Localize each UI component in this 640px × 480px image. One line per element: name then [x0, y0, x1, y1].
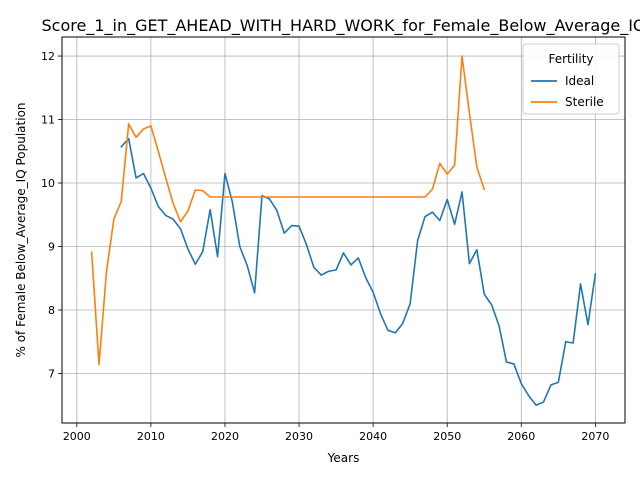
y-tick-label: 7: [48, 367, 55, 380]
x-tick-label: 2040: [359, 430, 387, 443]
y-tick-label: 12: [41, 50, 55, 63]
x-tick-label: 2020: [211, 430, 239, 443]
series-line-ideal: [120, 137, 597, 407]
plot-frame: [61, 36, 626, 424]
y-axis-label: % of Female Below_Average_IQ Population: [14, 102, 28, 357]
x-tick-label: 2000: [63, 430, 91, 443]
legend: Fertility Ideal Sterile: [522, 43, 620, 115]
x-tick-label: 2010: [137, 430, 165, 443]
legend-label-sterile: Sterile: [565, 95, 604, 109]
x-axis-label: Years: [327, 451, 360, 465]
y-tick-label: 11: [41, 114, 55, 127]
legend-title: Fertility: [548, 52, 593, 66]
y-tick-label: 9: [48, 241, 55, 254]
chart-title: Score_1_in_GET_AHEAD_WITH_HARD_WORK_for_…: [42, 16, 640, 36]
x-tick-label: 2060: [507, 430, 535, 443]
axis-ticks: 2000 2010 2020 2030 2040 2050 2060 2070 7 8 9 10 11 1…: [41, 50, 609, 443]
legend-box: [522, 43, 620, 115]
legend-items: Ideal Sterile: [531, 74, 604, 109]
x-tick-label: 2070: [581, 430, 609, 443]
y-tick-label: 8: [48, 304, 55, 317]
x-tick-label: 2030: [285, 430, 313, 443]
y-tick-label: 10: [41, 177, 55, 190]
x-tick-label: 2050: [433, 430, 461, 443]
series-line-sterile: [90, 55, 486, 366]
series-layer: [90, 55, 597, 407]
legend-label-ideal: Ideal: [565, 74, 594, 88]
